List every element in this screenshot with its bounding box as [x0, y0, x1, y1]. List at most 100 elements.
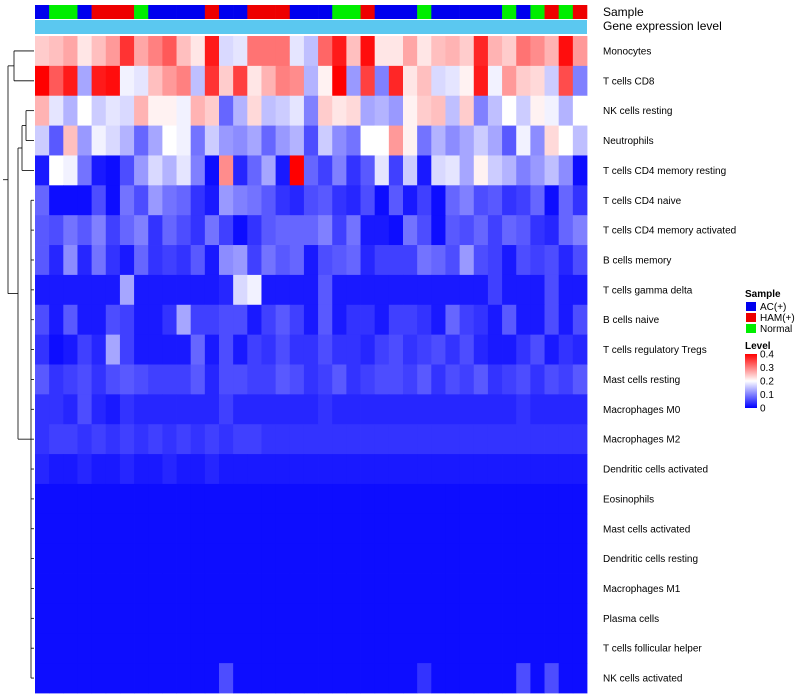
- heatmap-cell: [473, 663, 489, 694]
- row-label: T cells gamma delta: [603, 285, 693, 296]
- heatmap-cell: [204, 36, 220, 67]
- heatmap-cell: [502, 483, 517, 515]
- heatmap-cell: [473, 155, 489, 186]
- heatmap-cell: [332, 573, 347, 604]
- heatmap-cell: [289, 454, 305, 485]
- heatmap-cell: [35, 245, 50, 276]
- heatmap-cell: [134, 483, 149, 515]
- heatmap-cell: [190, 424, 206, 455]
- heatmap-cell: [318, 125, 333, 156]
- heatmap-cell: [572, 185, 588, 216]
- heatmap-cell: [105, 304, 121, 336]
- heatmap-cell: [431, 274, 446, 306]
- heatmap-cell: [403, 633, 418, 664]
- heatmap-cell: [247, 424, 262, 455]
- heatmap-cell: [105, 543, 121, 574]
- heatmap-cell: [530, 364, 545, 395]
- heatmap-cell: [148, 633, 163, 664]
- heatmap-cell: [445, 603, 461, 634]
- heatmap-cell: [233, 663, 248, 694]
- heatmap-cell: [374, 424, 390, 455]
- heatmap-cell: [233, 424, 248, 455]
- heatmap-cell: [190, 454, 206, 485]
- heatmap-cell: [261, 215, 277, 246]
- heatmap-cell: [388, 424, 404, 455]
- heatmap-cell: [516, 185, 531, 216]
- heatmap-cell: [247, 543, 262, 574]
- row-label: Neutrophils: [603, 136, 654, 147]
- heatmap-cell: [558, 95, 574, 126]
- heatmap-cell: [77, 334, 93, 365]
- heatmap-cell: [275, 364, 291, 395]
- heatmap-cell: [403, 483, 418, 515]
- heatmap-cell: [162, 125, 177, 156]
- heatmap-cell: [431, 125, 446, 156]
- heatmap-cell: [544, 543, 560, 574]
- heatmap-cell: [572, 36, 588, 67]
- heatmap-cell: [219, 36, 234, 67]
- sample-cell: [303, 5, 319, 19]
- heatmap-cell: [558, 573, 574, 604]
- heatmap-cell: [332, 65, 347, 97]
- heatmap-cell: [459, 245, 475, 276]
- heatmap-cell: [332, 215, 347, 246]
- heatmap-cell: [148, 185, 163, 216]
- row-label: Mast cells resting: [603, 375, 680, 386]
- heatmap-cell: [558, 424, 574, 455]
- heatmap-cell: [105, 633, 121, 664]
- heatmap-cell: [558, 454, 574, 485]
- heatmap-cell: [431, 454, 446, 485]
- heatmap-cell: [190, 394, 206, 425]
- heatmap-cell: [388, 304, 404, 336]
- heatmap-cell: [318, 663, 333, 694]
- heatmap-cell: [544, 36, 560, 67]
- heatmap-cell: [431, 394, 446, 425]
- heatmap-cell: [176, 573, 192, 604]
- heatmap-cell: [261, 394, 277, 425]
- heatmap-cell: [105, 364, 121, 395]
- heatmap-cell: [63, 215, 78, 246]
- heatmap-cell: [516, 603, 531, 634]
- heatmap-cell: [49, 543, 64, 574]
- heatmap-cell: [417, 633, 432, 664]
- heatmap-cell: [360, 573, 376, 604]
- heatmap-cell: [219, 334, 234, 365]
- heatmap-cell: [431, 215, 446, 246]
- heatmap-cell: [374, 364, 390, 395]
- heatmap-cell: [63, 185, 78, 216]
- heatmap-cell: [134, 633, 149, 664]
- heatmap-cell: [516, 483, 531, 515]
- heatmap-cell: [190, 513, 206, 545]
- heatmap-cell: [105, 245, 121, 276]
- heatmap-cell: [431, 245, 446, 276]
- level-legend-ticks: 0.4 0.3 0.2 0.1 0: [760, 350, 774, 415]
- heatmap-cell: [388, 483, 404, 515]
- heatmap-cell: [403, 215, 418, 246]
- heatmap-cell: [233, 155, 248, 186]
- heatmap-cell: [303, 155, 319, 186]
- heatmap-cell: [77, 603, 93, 634]
- heatmap-cell: [204, 603, 220, 634]
- heatmap-cell: [303, 573, 319, 604]
- heatmap-cell: [487, 603, 503, 634]
- heatmap-cell: [473, 573, 489, 604]
- heatmap-cell: [63, 155, 78, 186]
- heatmap-cell: [530, 304, 545, 336]
- heatmap-cell: [473, 95, 489, 126]
- heatmap-cell: [91, 513, 107, 545]
- heatmap-cell: [318, 513, 333, 545]
- heatmap-cell: [148, 245, 163, 276]
- heatmap-cell: [289, 633, 305, 664]
- heatmap-cell: [148, 394, 163, 425]
- heatmap-cell: [459, 603, 475, 634]
- heatmap-cell: [275, 125, 291, 156]
- heatmap-cell: [219, 543, 234, 574]
- level-tick-label: 0.2: [760, 377, 774, 388]
- heatmap-cell: [388, 65, 404, 97]
- heatmap-cell: [49, 65, 64, 97]
- heatmap-cell: [502, 364, 517, 395]
- heatmap-cell: [487, 36, 503, 67]
- heatmap-cell: [374, 65, 390, 97]
- heatmap-cell: [49, 36, 64, 67]
- heatmap-cell: [374, 573, 390, 604]
